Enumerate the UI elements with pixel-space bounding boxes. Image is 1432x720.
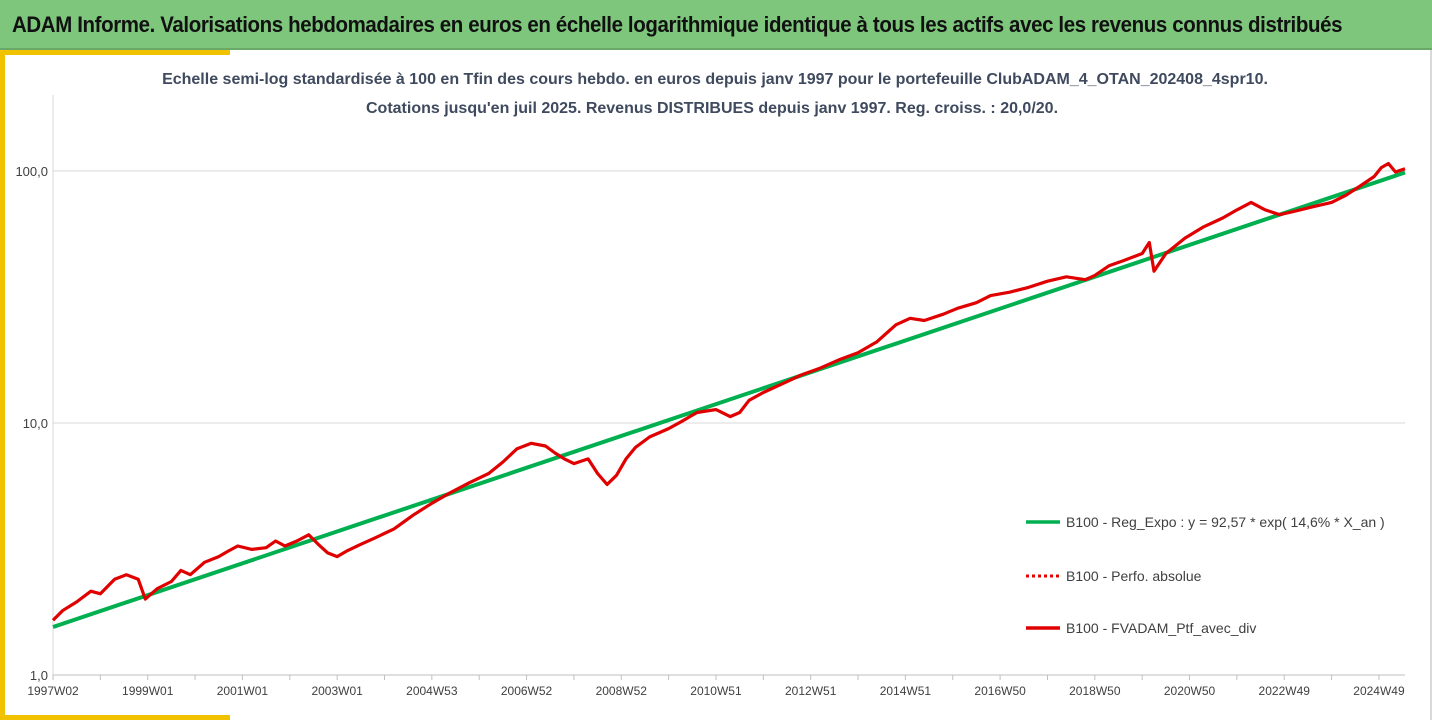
banner-title: ADAM Informe. Valorisations hebdomadaire… bbox=[12, 12, 1343, 37]
legend-label-0: B100 - Reg_Expo : y = 92,57 * exp( 14,6%… bbox=[1066, 514, 1385, 530]
x-tick-label: 2024W49 bbox=[1353, 684, 1405, 698]
legend-label-2: B100 - FVADAM_Ptf_avec_div bbox=[1066, 620, 1256, 636]
frame-right bbox=[1430, 50, 1432, 720]
x-tick-label: 2020W50 bbox=[1164, 684, 1216, 698]
x-tick-label: 2010W51 bbox=[690, 684, 742, 698]
x-tick-label: 1999W01 bbox=[122, 684, 174, 698]
legend-label-1: B100 - Perfo. absolue bbox=[1066, 568, 1202, 584]
y-tick-label: 10,0 bbox=[23, 416, 48, 431]
chart-title-line2: Cotations jusqu'en juil 2025. Revenus DI… bbox=[365, 100, 1059, 117]
series-line-2 bbox=[51, 161, 1406, 622]
y-tick-label: 100,0 bbox=[15, 164, 48, 179]
header-banner: ADAM Informe. Valorisations hebdomadaire… bbox=[0, 0, 1432, 50]
x-tick-label: 2001W01 bbox=[217, 684, 269, 698]
y-tick-label: 1,0 bbox=[30, 668, 48, 683]
x-tick-label: 1997W02 bbox=[27, 684, 79, 698]
x-tick-label: 2022W49 bbox=[1259, 684, 1311, 698]
x-tick-label: 2018W50 bbox=[1069, 684, 1121, 698]
x-tick-label: 2006W52 bbox=[501, 684, 553, 698]
x-tick-label: 2004W53 bbox=[406, 684, 458, 698]
x-tick-label: 2003W01 bbox=[311, 684, 363, 698]
accent-bar-top bbox=[0, 50, 230, 55]
x-tick-label: 2012W51 bbox=[785, 684, 837, 698]
chart-title-line1: Echelle semi-log standardisée à 100 en T… bbox=[162, 71, 1268, 88]
x-tick-label: 2016W50 bbox=[974, 684, 1026, 698]
series-line-0 bbox=[52, 170, 1406, 629]
x-tick-label: 2008W52 bbox=[596, 684, 648, 698]
accent-bar-bottom bbox=[0, 715, 230, 720]
accent-bar-left bbox=[0, 50, 5, 720]
x-tick-label: 2014W51 bbox=[880, 684, 932, 698]
